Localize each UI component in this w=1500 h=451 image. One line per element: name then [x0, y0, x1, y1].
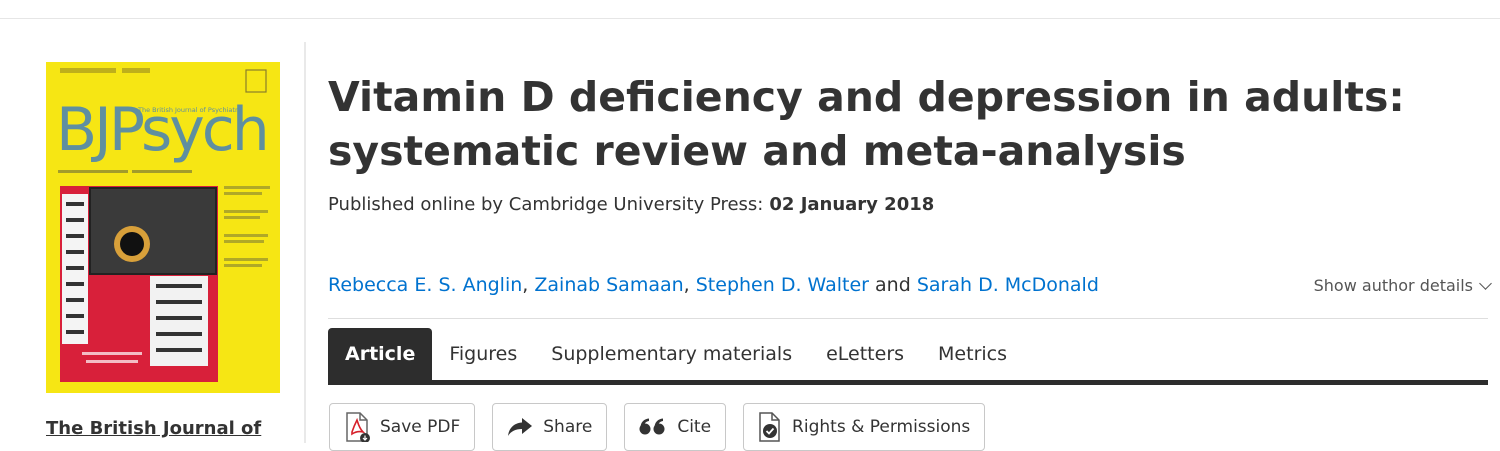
top-border [0, 18, 1500, 19]
chevron-down-icon [1479, 277, 1492, 290]
cover-subtitle: The British Journal of Psychiatry [137, 106, 242, 114]
save-pdf-label: Save PDF [380, 417, 461, 437]
tab-article[interactable]: Article [328, 328, 433, 380]
show-author-details-label: Show author details [1313, 276, 1473, 295]
quote-icon [639, 418, 665, 435]
authors-divider [328, 318, 1488, 319]
sidebar-divider [304, 42, 306, 443]
cover-logo: BJPsych [56, 95, 267, 165]
pdf-icon [346, 412, 370, 442]
share-label: Share [543, 417, 593, 437]
cover-artwork: BJPsych The British Journal of Psychiatr… [46, 62, 280, 393]
rights-permissions-button[interactable]: Rights & Permissions [743, 403, 986, 451]
save-pdf-button[interactable]: Save PDF [329, 403, 476, 451]
publication-info: Published online by Cambridge University… [328, 194, 934, 215]
rights-icon [759, 412, 780, 442]
tab-metrics[interactable]: Metrics [938, 343, 1007, 365]
article-title: Vitamin D deficiency and depression in a… [328, 73, 1405, 175]
show-author-details-toggle[interactable]: Show author details [1313, 276, 1492, 295]
tab-underline-bar [328, 380, 1488, 385]
author-link[interactable]: Zainab Samaan [534, 274, 684, 296]
tab-figures[interactable]: Figures [449, 343, 518, 365]
article-actions: Save PDF Share Cite Rights & Permissions [329, 403, 986, 451]
published-label: Published online by Cambridge University… [328, 194, 764, 215]
author-joiner: and [875, 274, 911, 296]
journal-name-link[interactable]: The British Journal of [46, 418, 262, 439]
author-link[interactable]: Sarah D. McDonald [916, 274, 1099, 296]
cite-button[interactable]: Cite [624, 403, 727, 451]
share-icon [508, 418, 533, 436]
article-tabs: Article Figures Supplementary materials … [328, 328, 1024, 380]
author-link[interactable]: Stephen D. Walter [695, 274, 869, 296]
tab-supplementary-materials[interactable]: Supplementary materials [551, 343, 793, 365]
published-date: 02 January 2018 [769, 194, 935, 215]
author-link[interactable]: Rebecca E. S. Anglin [328, 274, 523, 296]
journal-cover-image[interactable]: BJPsych The British Journal of Psychiatr… [46, 62, 280, 393]
tab-eletters[interactable]: eLetters [826, 343, 905, 365]
author-list: Rebecca E. S. Anglin, Zainab Samaan, Ste… [328, 274, 1099, 296]
share-button[interactable]: Share [492, 403, 608, 451]
cite-label: Cite [677, 417, 712, 437]
rights-permissions-label: Rights & Permissions [792, 417, 971, 437]
